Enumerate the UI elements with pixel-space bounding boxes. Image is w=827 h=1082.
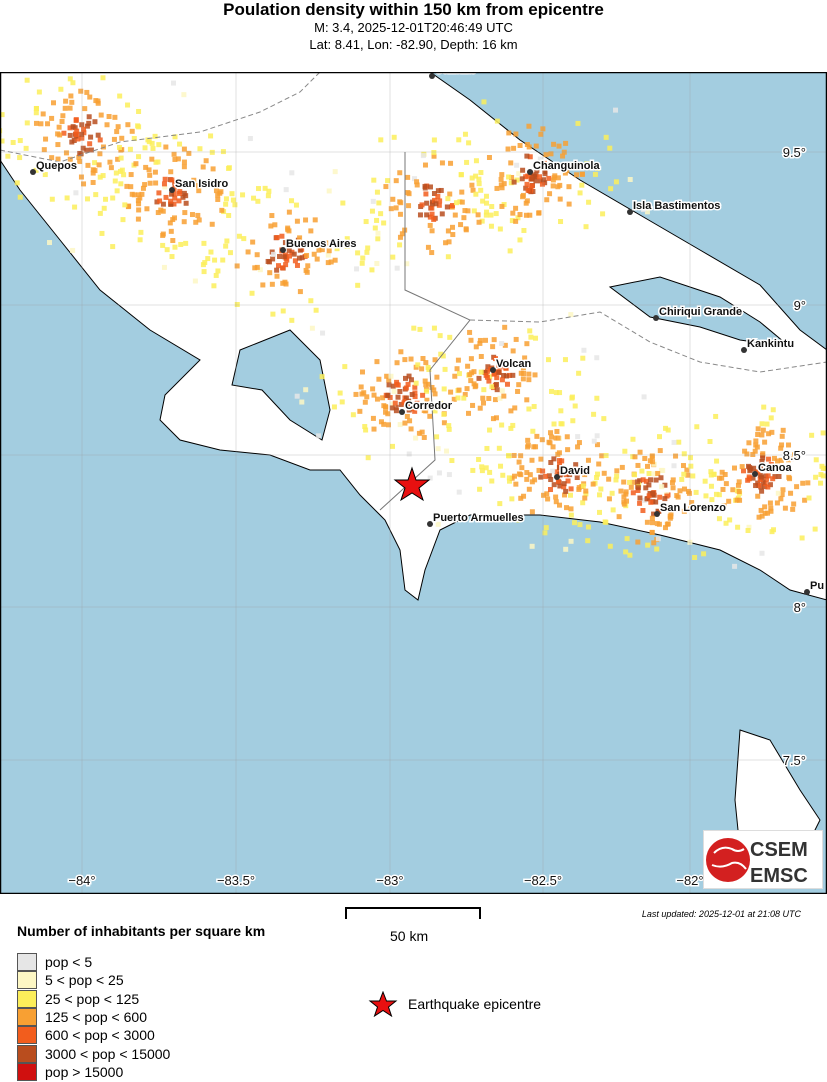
city-marker: Pu <box>804 579 826 595</box>
city-marker: Isla Bastimentos <box>627 199 722 215</box>
lat-label: 8° <box>794 600 806 615</box>
epicentre-legend-label: Earthquake epicentre <box>408 996 542 1012</box>
city-label: Kankintu <box>747 338 794 350</box>
event-location: Lat: 8.41, Lon: -82.90, Depth: 16 km <box>309 37 518 52</box>
city-label: David <box>560 465 590 477</box>
map[interactable]: −84° −83.5° −83° −82.5° −82° 9.5° 9° 8.5° 8° 7.5°… <box>0 72 827 894</box>
city-label: Changuinola <box>533 160 600 172</box>
legend-label: 3000 < pop < 15000 <box>45 1045 171 1062</box>
city-marker: San Lorenzo <box>654 501 728 517</box>
city-marker: Corredor <box>399 399 454 415</box>
event-info: M: 3.4, 2025-12-01T20:46:49 UTC <box>314 20 513 35</box>
legend-swatch <box>17 1007 37 1026</box>
scale-bar-label: 50 km <box>390 928 429 944</box>
legend-item: 600 < pop < 3000 <box>17 1026 155 1045</box>
legend-item: 25 < pop < 125 <box>17 989 140 1008</box>
golfo-dulce <box>231 329 331 441</box>
legend-title: Number of inhabitants per square km <box>17 923 266 939</box>
legend-swatch <box>17 1062 37 1081</box>
lat-label: 7.5° <box>783 753 806 768</box>
map-title: Poulation density within 150 km from epi… <box>223 0 604 19</box>
province-border <box>0 72 321 163</box>
legend-label: 25 < pop < 125 <box>45 990 140 1007</box>
legend-label: pop < 5 <box>45 954 93 970</box>
city-label: Quepos <box>36 160 77 172</box>
legend-item: 3000 < pop < 15000 <box>17 1044 171 1063</box>
legend-label: 600 < pop < 3000 <box>45 1027 155 1044</box>
legend-swatch <box>17 989 37 1008</box>
city-label: Corredor <box>405 400 453 412</box>
lat-label: 9° <box>794 298 806 313</box>
graticule <box>0 72 827 894</box>
city-marker: Puerto Armuelles <box>427 511 525 527</box>
lon-label: −83.5° <box>217 873 255 888</box>
city-label: Canalia <box>435 72 475 76</box>
city-marker: Canalia <box>429 72 477 79</box>
city-label: Volcan <box>496 358 532 370</box>
city-marker: Canoa <box>752 461 794 477</box>
scale-bar <box>345 907 481 919</box>
city-label: Isla Bastimentos <box>633 200 720 212</box>
city-label: San Isidro <box>175 178 228 190</box>
last-updated: Last updated: 2025-12-01 at 21:08 UTC <box>641 909 801 919</box>
city-label: Chiriqui Grande <box>659 306 742 318</box>
lon-label: −82° <box>676 873 703 888</box>
city-marker: Quepos <box>30 159 78 175</box>
epicentre-legend: Earthquake epicentre <box>368 991 541 1017</box>
city-marker: David <box>554 464 591 480</box>
lon-label: −84° <box>68 873 95 888</box>
legend-item: pop > 15000 <box>17 1062 124 1081</box>
country-border <box>379 152 471 511</box>
city-marker: Changuinola <box>527 159 602 175</box>
lat-label: 8.5° <box>783 448 806 463</box>
epicentre-star <box>393 466 431 502</box>
legend-label: 125 < pop < 600 <box>45 1008 147 1025</box>
city-marker: Chiriqui Grande <box>653 305 744 321</box>
legend-label: 5 < pop < 25 <box>45 972 124 989</box>
chiriqui-lagoon <box>608 276 792 348</box>
lat-label: 9.5° <box>783 145 806 160</box>
city-marker: Buenos Aires <box>280 237 358 253</box>
svg-text:EMSC: EMSC <box>750 865 808 887</box>
city-label: Puerto Armuelles <box>433 512 524 524</box>
city-marker: Volcan <box>490 357 533 373</box>
star-icon <box>368 991 398 1017</box>
legend-item: 125 < pop < 600 <box>17 1007 147 1026</box>
legend-swatch <box>17 1026 37 1045</box>
legend-item: 5 < pop < 25 <box>17 971 124 990</box>
city-marker: Kankintu <box>741 337 796 353</box>
population-cells <box>0 72 827 569</box>
legend-swatch <box>17 971 37 990</box>
legend-swatch <box>17 1044 37 1063</box>
lon-label: −83° <box>376 873 403 888</box>
city-label: Buenos Aires <box>286 238 357 250</box>
legend-label: pop > 15000 <box>45 1063 124 1080</box>
city-label: Canoa <box>758 462 793 474</box>
legend-item: pop < 5 <box>17 953 92 971</box>
city-label: Pu <box>810 580 824 592</box>
csem-emsc-logo: CSEM EMSC <box>703 830 823 889</box>
city-label: San Lorenzo <box>660 502 726 514</box>
legend-swatch <box>17 953 37 971</box>
city-marker: San Isidro <box>169 177 230 193</box>
svg-text:CSEM: CSEM <box>750 839 808 861</box>
lon-label: −82.5° <box>524 873 562 888</box>
